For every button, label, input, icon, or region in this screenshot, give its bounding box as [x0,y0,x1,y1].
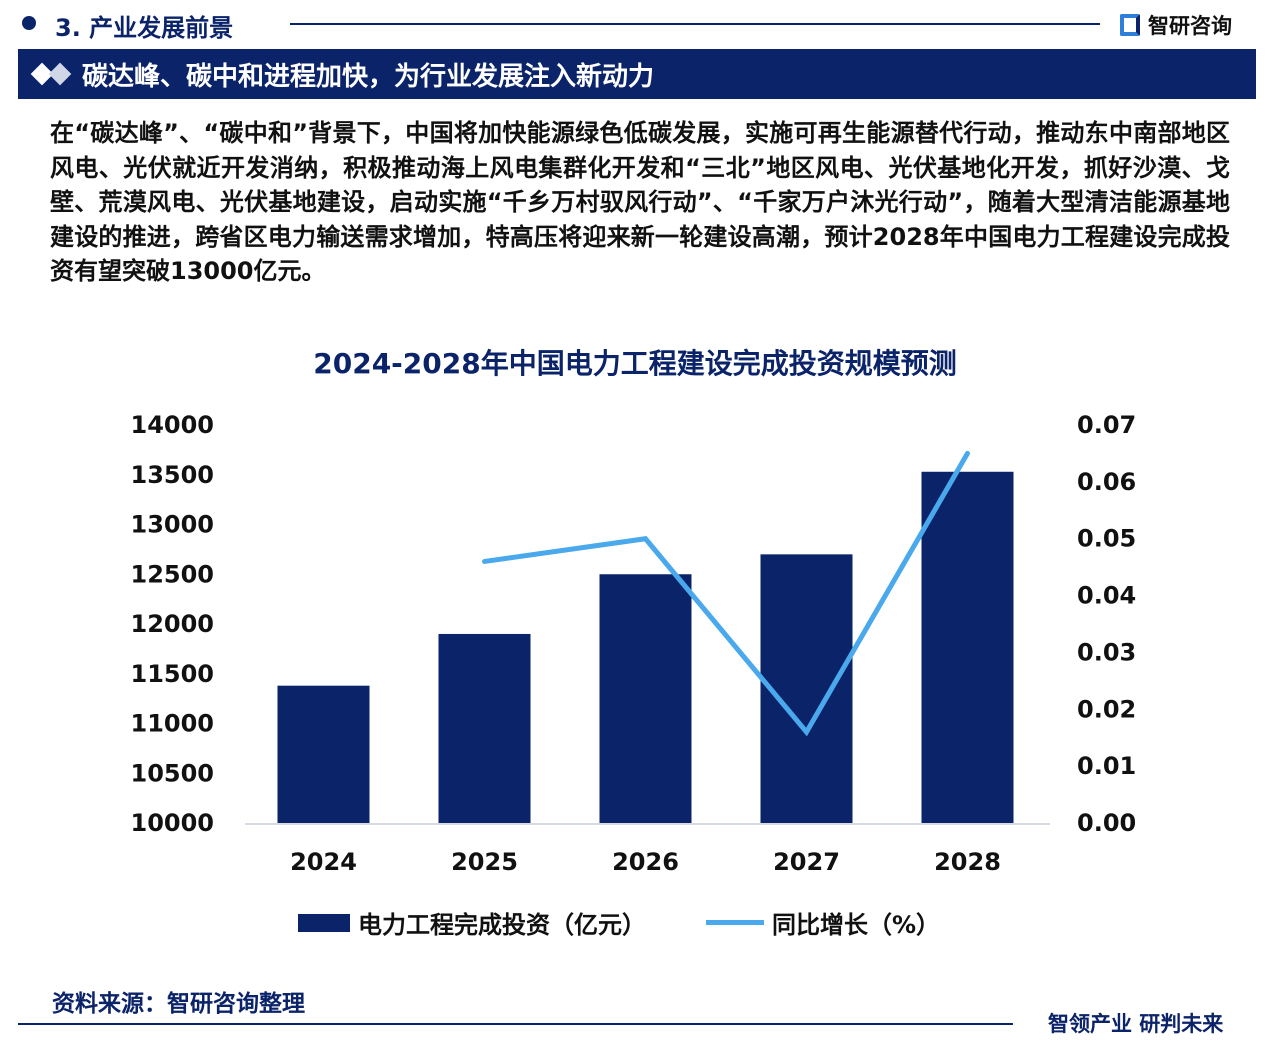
footer-divider [18,1023,1013,1025]
banner: 碳达峰、碳中和进程加快，为行业发展注入新动力 [18,49,1256,99]
divider [290,23,1100,25]
bar-2027 [760,554,853,823]
slogan: 智领产业 研判未来 [1048,1012,1224,1036]
section-header: 3. 产业发展前景 智研咨询 [0,0,1270,48]
right-axis-tick: 0.05 [1077,525,1136,553]
description-paragraph: 在“碳达峰”、“碳中和”背景下，中国将加快能源绿色低碳发展，实施可再生能源替代行… [50,119,1230,285]
bar-2024 [277,685,370,823]
brand-name: 智研咨询 [1148,14,1232,38]
left-axis-tick: 11000 [131,710,215,738]
logo-icon [1120,14,1140,36]
bar-2025 [438,633,531,823]
bullet-icon [22,16,36,30]
right-axis-tick: 0.06 [1077,468,1136,496]
bar-2026 [599,574,692,823]
growth-line [482,450,970,737]
bar-2028 [921,471,1014,823]
left-axis-tick: 10000 [131,809,215,837]
x-axis-tick: 2025 [451,848,518,876]
legend-line-swatch [706,920,764,925]
section-title: 3. 产业发展前景 [55,14,234,42]
right-axis-tick: 0.03 [1077,638,1136,666]
left-axis-tick: 13500 [131,461,215,489]
brand-logo: 智研咨询 [1120,10,1232,40]
right-axis-tick: 0.02 [1077,695,1136,723]
x-axis-tick: 2026 [612,848,679,876]
source-note: 资料来源：智研咨询整理 [52,991,305,1017]
legend: 电力工程完成投资（亿元） 同比增长（%） [298,905,940,940]
right-axis-tick: 0.00 [1077,809,1136,837]
left-axis-tick: 12000 [131,610,215,638]
x-axis-tick: 2027 [773,848,840,876]
right-axis-tick: 0.01 [1077,752,1136,780]
banner-title: 碳达峰、碳中和进程加快，为行业发展注入新动力 [82,61,655,92]
left-axis-tick: 14000 [131,411,215,439]
left-axis-tick: 10500 [131,759,215,787]
x-axis-tick: 2028 [934,848,1001,876]
chart-title: 2024-2028年中国电力工程建设完成投资规模预测 [313,347,957,380]
legend-bar-label: 电力工程完成投资（亿元） [358,911,646,939]
left-axis-tick: 13000 [131,511,215,539]
legend-line-label: 同比增长（%） [772,911,941,939]
legend-bar-swatch [298,913,350,932]
left-axis-tick: 11500 [131,660,215,688]
left-axis-tick: 12500 [131,560,215,588]
x-axis-tick: 2024 [290,848,357,876]
right-axis-tick: 0.04 [1077,582,1136,610]
right-axis-tick: 0.07 [1077,411,1136,439]
